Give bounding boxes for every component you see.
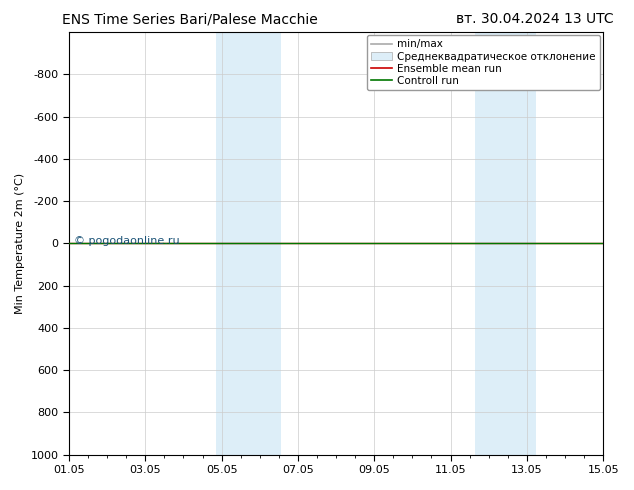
Text: ENS Time Series Bari/Palese Macchie: ENS Time Series Bari/Palese Macchie	[62, 12, 318, 26]
Bar	[476, 32, 536, 455]
Text: © pogodaonline.ru: © pogodaonline.ru	[74, 236, 180, 246]
Y-axis label: Min Temperature 2m (°C): Min Temperature 2m (°C)	[15, 173, 25, 314]
Legend: min/max, Среднеквадратическое отклонение, Ensemble mean run, Controll run: min/max, Среднеквадратическое отклонение…	[367, 35, 600, 90]
Text: вт. 30.04.2024 13 UTC: вт. 30.04.2024 13 UTC	[456, 12, 614, 26]
Bar	[216, 32, 281, 455]
